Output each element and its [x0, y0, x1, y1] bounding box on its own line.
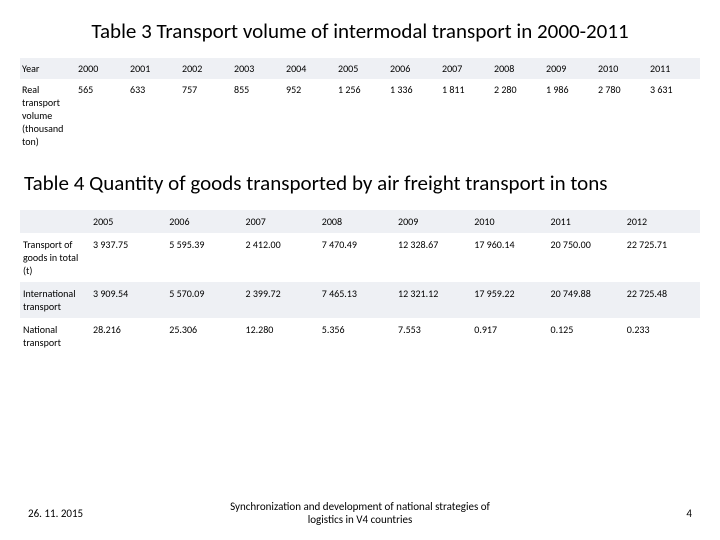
cell: 2009 — [544, 58, 596, 79]
cell: 855 — [232, 79, 284, 152]
cell: 0.233 — [624, 318, 700, 354]
cell: 5 595.39 — [166, 233, 242, 282]
cell: 3 909.54 — [90, 282, 166, 318]
cell: 1 336 — [388, 79, 440, 152]
cell: 5.356 — [319, 318, 395, 354]
cell: 7.553 — [395, 318, 471, 354]
row-label — [20, 210, 90, 233]
row-label: National transport — [20, 318, 90, 354]
cell: 2010 — [471, 210, 547, 233]
cell: 2002 — [180, 58, 232, 79]
footer-date: 26. 11. 2015 — [28, 507, 83, 520]
cell: 2003 — [232, 58, 284, 79]
cell: 7 470.49 — [319, 233, 395, 282]
cell: 1 256 — [336, 79, 388, 152]
cell: 0.125 — [548, 318, 624, 354]
cell: 2005 — [336, 58, 388, 79]
cell: 17 959.22 — [471, 282, 547, 318]
cell: 2011 — [648, 58, 700, 79]
cell: 757 — [180, 79, 232, 152]
cell: 2008 — [319, 210, 395, 233]
cell: 20 749.88 — [548, 282, 624, 318]
cell: 22 725.48 — [624, 282, 700, 318]
cell: 2010 — [596, 58, 648, 79]
cell: 20 750.00 — [548, 233, 624, 282]
cell: 7 465.13 — [319, 282, 395, 318]
page-number: 4 — [686, 507, 692, 520]
cell: 2 399.72 — [243, 282, 319, 318]
cell: 2001 — [128, 58, 180, 79]
cell: 12 328.67 — [395, 233, 471, 282]
cell: 3 937.75 — [90, 233, 166, 282]
table3: Year 2000 2001 2002 2003 2004 2005 2006 … — [20, 58, 700, 152]
cell: 2005 — [90, 210, 166, 233]
cell: 2004 — [284, 58, 336, 79]
table-row: Real transport volume (thousand ton) 565… — [20, 79, 700, 152]
cell: 12.280 — [243, 318, 319, 354]
cell: 1 986 — [544, 79, 596, 152]
cell: 28.216 — [90, 318, 166, 354]
cell: 17 960.14 — [471, 233, 547, 282]
cell: 3 631 — [648, 79, 700, 152]
table3-title: Table 3 Transport volume of intermodal t… — [20, 18, 700, 44]
footer-center: Synchronization and development of natio… — [230, 500, 490, 526]
cell: 2 780 — [596, 79, 648, 152]
cell: 2008 — [492, 58, 544, 79]
cell: 2009 — [395, 210, 471, 233]
cell: 952 — [284, 79, 336, 152]
cell: 0.917 — [471, 318, 547, 354]
cell: 2011 — [548, 210, 624, 233]
cell: 633 — [128, 79, 180, 152]
table4: 2005 2006 2007 2008 2009 2010 2011 2012 … — [20, 210, 700, 354]
table-row: National transport 28.216 25.306 12.280 … — [20, 318, 700, 354]
table-row: Year 2000 2001 2002 2003 2004 2005 2006 … — [20, 58, 700, 79]
cell: 2006 — [388, 58, 440, 79]
cell: 2000 — [76, 58, 128, 79]
cell: 25.306 — [166, 318, 242, 354]
cell: 565 — [76, 79, 128, 152]
cell: 2 280 — [492, 79, 544, 152]
cell: 1 811 — [440, 79, 492, 152]
cell: 2007 — [243, 210, 319, 233]
cell: 2012 — [624, 210, 700, 233]
table-row: 2005 2006 2007 2008 2009 2010 2011 2012 — [20, 210, 700, 233]
cell: 22 725.71 — [624, 233, 700, 282]
row-label: Transport of goods in total (t) — [20, 233, 90, 282]
cell: 12 321.12 — [395, 282, 471, 318]
table4-title: Table 4 Quantity of goods transported by… — [20, 170, 700, 196]
cell: 5 570.09 — [166, 282, 242, 318]
table-row: Transport of goods in total (t) 3 937.75… — [20, 233, 700, 282]
cell: 2007 — [440, 58, 492, 79]
row-label: Real transport volume (thousand ton) — [20, 79, 76, 152]
cell: 2006 — [166, 210, 242, 233]
row-label: Year — [20, 58, 76, 79]
cell: 2 412.00 — [243, 233, 319, 282]
row-label: International transport — [20, 282, 90, 318]
table-row: International transport 3 909.54 5 570.0… — [20, 282, 700, 318]
